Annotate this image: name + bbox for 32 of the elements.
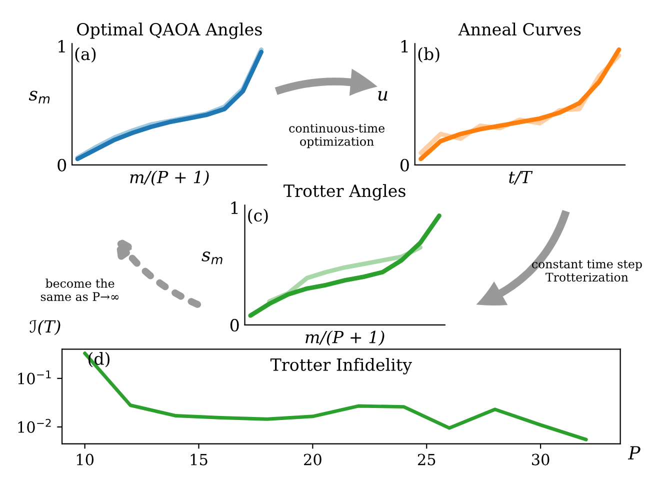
text: constant time step Trotterization	[532, 260, 642, 282]
annotation: (c)	[248, 208, 268, 224]
x-tick-label: 15	[190, 454, 208, 466]
chart-title: Trotter Angles	[284, 184, 406, 201]
x-tick-label: 25	[418, 454, 436, 466]
x-axis-title: m/(P + 1)	[306, 330, 384, 346]
x-tick-label: 30	[532, 454, 550, 466]
y-tick-label: 1	[231, 201, 238, 214]
x-tick-label: 20	[304, 454, 322, 466]
text: continuous-time optimization	[289, 124, 384, 148]
y-axis-title: u	[378, 91, 388, 101]
y-tick-label: 1	[58, 40, 65, 52]
y-axis-title: s$_{m}$	[202, 252, 222, 264]
annotation: (b)	[418, 47, 440, 63]
y-tick-label: 10$^{−2}$	[18, 418, 51, 433]
x-axis-title: P	[628, 446, 640, 460]
x-axis-title: m/(P + 1)	[130, 170, 209, 186]
y-tick-label: 10$^{−1}$	[18, 370, 51, 384]
text: become the same as P→∞	[40, 278, 119, 302]
y-tick-label: 0	[58, 158, 66, 172]
y-axis-title: ℐ(T)	[30, 320, 60, 336]
annotation: (a)	[75, 47, 96, 63]
x-axis-title: t/T	[509, 170, 533, 185]
y-axis-title: s$_{m}$	[28, 90, 50, 104]
text: Trotter Infidelity	[270, 358, 412, 374]
chart-title: Anneal Curves	[458, 22, 581, 36]
line-series	[83, 352, 588, 442]
x-tick-label: 10	[76, 454, 94, 466]
y-tick-label: 0	[230, 318, 239, 332]
chart-title: Optimal QAOA Angles	[77, 22, 262, 40]
y-tick-label: 0	[400, 158, 409, 172]
y-tick-label: 1	[401, 40, 408, 52]
